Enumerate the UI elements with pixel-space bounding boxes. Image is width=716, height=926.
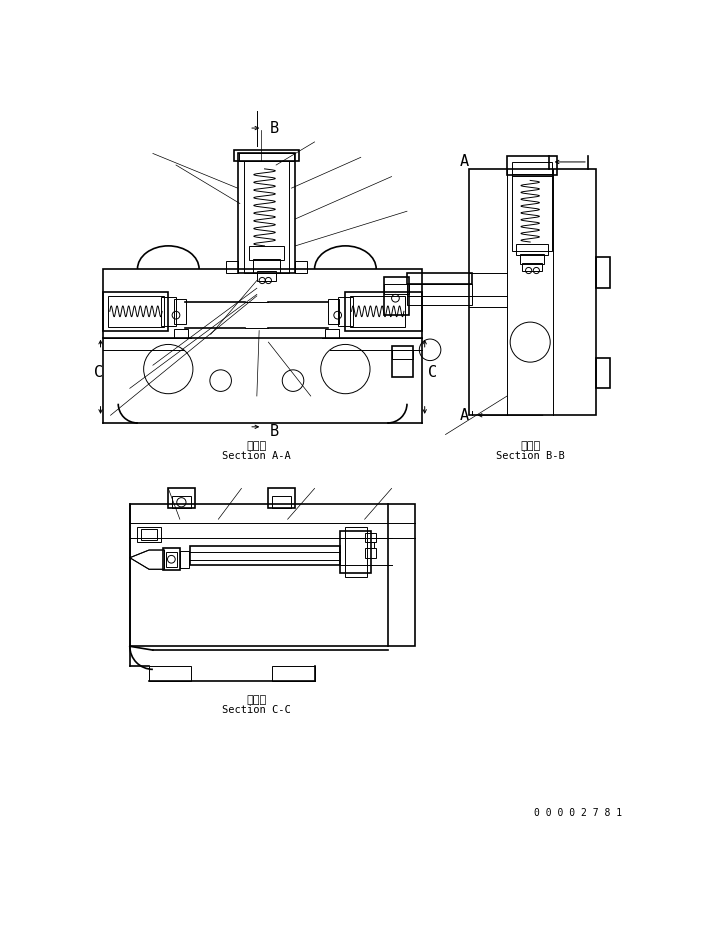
Bar bbox=[190, 546, 340, 566]
Bar bbox=[163, 548, 180, 570]
Text: B: B bbox=[270, 120, 279, 135]
Bar bbox=[257, 271, 276, 281]
Text: 断　面: 断 面 bbox=[520, 441, 541, 451]
Bar bbox=[521, 255, 544, 264]
Bar bbox=[384, 277, 409, 315]
Bar bbox=[103, 292, 168, 331]
Text: C: C bbox=[427, 366, 437, 381]
Bar bbox=[253, 259, 280, 273]
Bar bbox=[392, 350, 413, 359]
Bar bbox=[364, 548, 376, 557]
Bar bbox=[175, 299, 186, 324]
Bar bbox=[160, 296, 176, 326]
Bar bbox=[166, 552, 177, 567]
Bar bbox=[384, 284, 409, 294]
Bar bbox=[226, 261, 238, 273]
Bar bbox=[268, 488, 295, 507]
Text: C: C bbox=[95, 366, 104, 381]
Bar bbox=[272, 666, 314, 681]
Bar bbox=[407, 273, 473, 284]
Text: B: B bbox=[270, 424, 279, 439]
Bar bbox=[516, 244, 548, 255]
Bar bbox=[243, 161, 289, 273]
Bar bbox=[596, 257, 609, 288]
Bar bbox=[272, 496, 291, 507]
Text: A: A bbox=[460, 155, 468, 169]
Bar bbox=[141, 530, 157, 540]
Bar bbox=[345, 292, 422, 331]
Bar bbox=[180, 551, 189, 568]
Bar bbox=[239, 154, 294, 161]
Bar bbox=[364, 533, 376, 543]
Bar bbox=[513, 174, 552, 251]
Bar bbox=[407, 296, 473, 306]
Bar bbox=[238, 154, 295, 273]
Bar bbox=[392, 346, 413, 377]
Bar bbox=[325, 329, 339, 338]
Text: Section B-B: Section B-B bbox=[495, 451, 564, 461]
Bar bbox=[596, 357, 609, 388]
Bar bbox=[233, 150, 299, 161]
Bar bbox=[468, 169, 596, 415]
Bar bbox=[249, 246, 284, 259]
Bar bbox=[137, 527, 160, 543]
Bar bbox=[103, 269, 422, 338]
Bar bbox=[130, 504, 415, 646]
Text: 断　面: 断 面 bbox=[247, 695, 267, 706]
Bar bbox=[350, 296, 405, 327]
Bar bbox=[338, 296, 353, 326]
Bar bbox=[345, 527, 367, 577]
Bar bbox=[507, 156, 557, 175]
Polygon shape bbox=[130, 550, 165, 569]
Bar bbox=[295, 261, 307, 273]
Text: Section C-C: Section C-C bbox=[223, 706, 291, 715]
Bar bbox=[168, 488, 195, 507]
Bar bbox=[340, 531, 371, 573]
Bar bbox=[407, 284, 473, 296]
Bar bbox=[108, 296, 164, 327]
Text: 断　面: 断 面 bbox=[247, 441, 267, 451]
Bar bbox=[367, 543, 374, 548]
Bar bbox=[513, 162, 552, 176]
Bar bbox=[328, 299, 339, 324]
Text: A: A bbox=[460, 407, 468, 423]
Text: Section A-A: Section A-A bbox=[223, 451, 291, 461]
Text: 0 0 0 0 2 7 8 1: 0 0 0 0 2 7 8 1 bbox=[534, 808, 623, 819]
Bar bbox=[523, 263, 542, 270]
Bar bbox=[175, 329, 188, 338]
Bar bbox=[172, 496, 191, 507]
Bar bbox=[149, 666, 191, 681]
